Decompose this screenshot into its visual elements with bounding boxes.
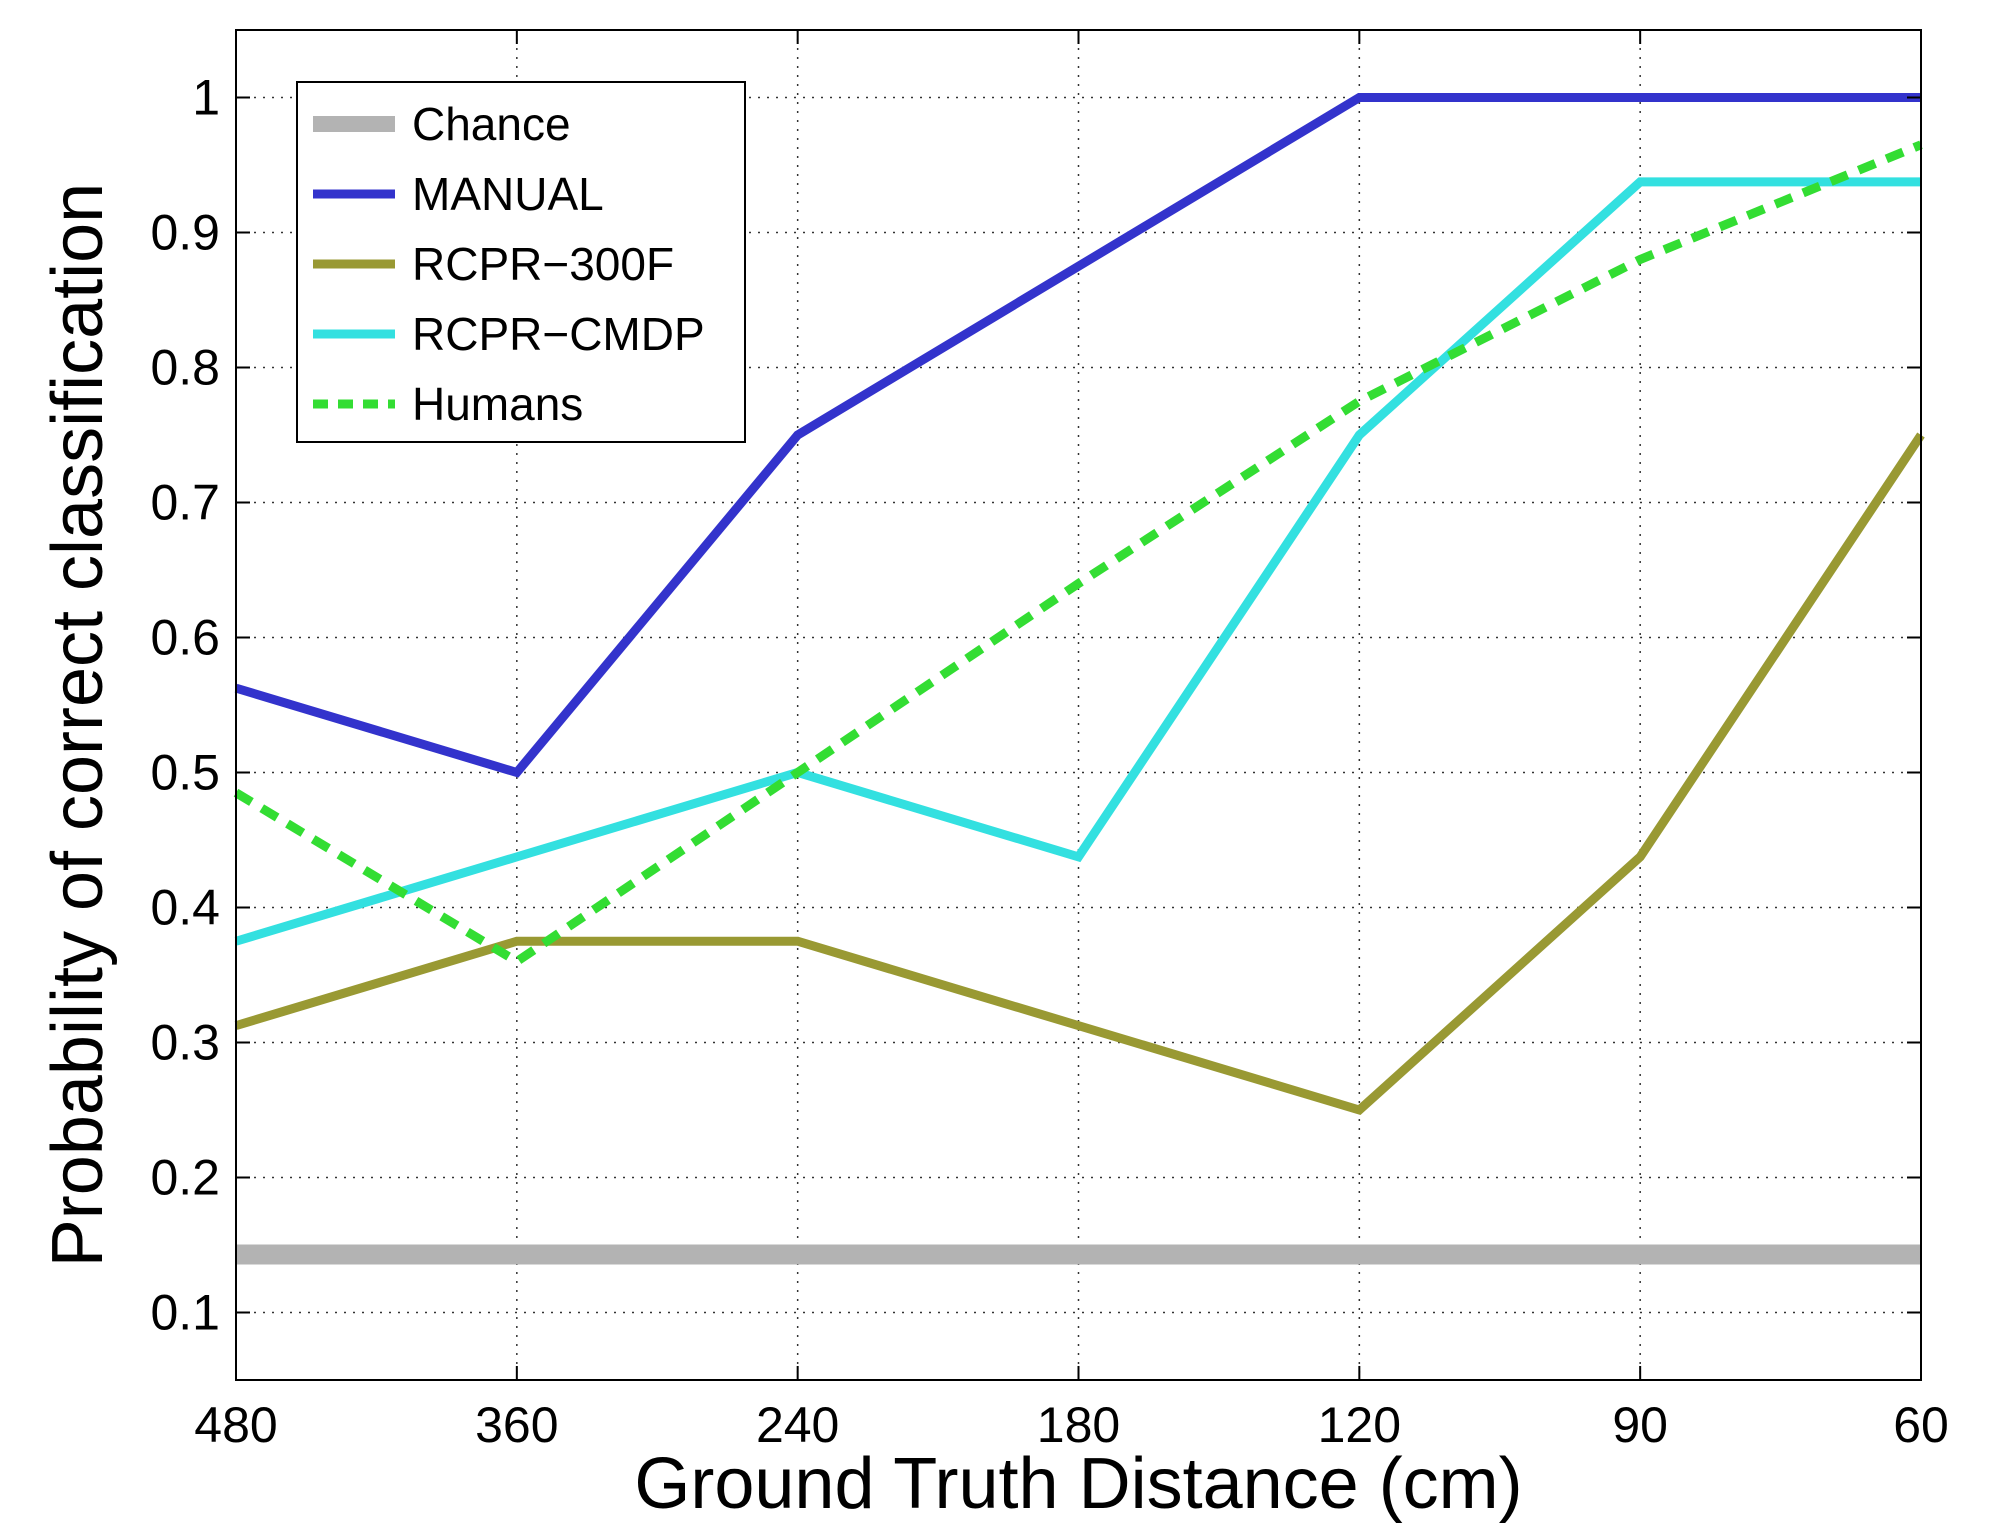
series-line-2: [234, 432, 1925, 1116]
legend-label: RCPR−CMDP: [412, 308, 705, 360]
legend-label: MANUAL: [412, 168, 604, 220]
axis-ticks: 0.1 0.2 0.3 0.4 0.5 0.6 0.7 0.8 0.9 1 480 360 240 180…: [150, 30, 1949, 1453]
series-line-4: [233, 140, 1923, 967]
legend-label: Humans: [412, 378, 583, 430]
series-line-1: [234, 93, 1921, 778]
x-tick-label: 90: [1612, 1397, 1668, 1453]
x-tick-label: 180: [1037, 1397, 1120, 1453]
legend-label: RCPR−300F: [412, 238, 674, 290]
series-line-3: [234, 177, 1921, 946]
x-axis-title: Ground Truth Distance (cm): [634, 1444, 1522, 1524]
legend-label: Chance: [412, 98, 571, 150]
x-tick-label: 480: [194, 1397, 277, 1453]
y-tick-label: 0.6: [150, 610, 220, 666]
y-tick-label: 0.2: [150, 1150, 220, 1206]
y-tick-label: 0.1: [150, 1285, 220, 1341]
x-tick-label: 120: [1318, 1397, 1401, 1453]
y-tick-label: 1: [192, 70, 220, 126]
x-tick-label: 60: [1893, 1397, 1949, 1453]
y-tick-label: 0.8: [150, 340, 220, 396]
x-tick-label: 240: [756, 1397, 839, 1453]
y-tick-label: 0.4: [150, 880, 220, 936]
legend: Chance MANUAL RCPR−300F RCPR−CMDP Humans: [296, 81, 746, 443]
x-tick-label: 360: [475, 1397, 558, 1453]
y-tick-label: 0.7: [150, 475, 220, 531]
y-axis-title: Probability of correct classification: [38, 183, 118, 1267]
y-tick-label: 0.3: [150, 1015, 220, 1071]
series-lines: [233, 93, 1925, 1265]
y-tick-label: 0.5: [150, 745, 220, 801]
y-tick-label: 0.9: [150, 205, 220, 261]
